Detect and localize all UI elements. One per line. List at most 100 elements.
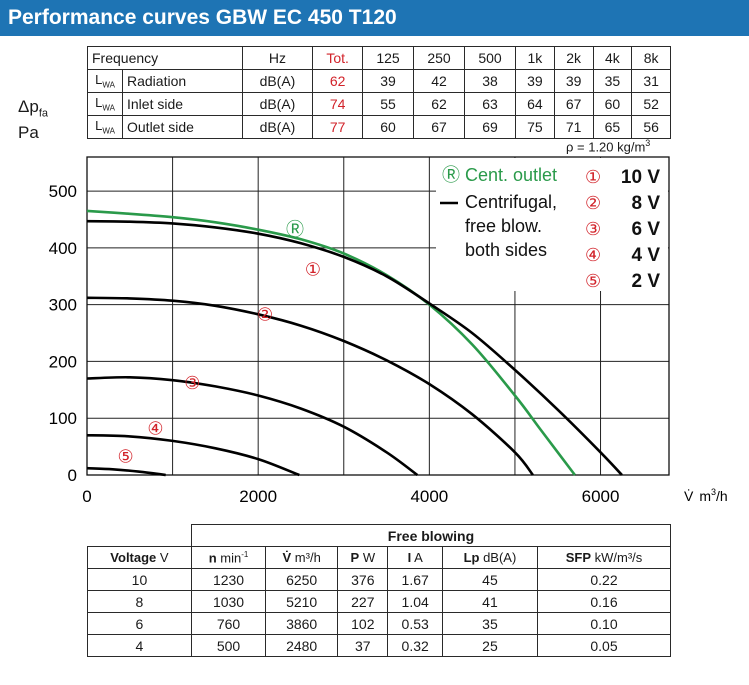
perf-value: 0.16	[536, 590, 672, 613]
perf-header-unit: W	[359, 550, 376, 565]
x-tick-label: 6000	[582, 487, 620, 506]
legend-black-text: Centrifugal,	[465, 192, 557, 212]
perf-group-header: Free blowing	[190, 524, 672, 547]
perf-value: 227	[337, 590, 389, 613]
sound-value: 75	[515, 115, 555, 139]
perf-value: 37	[337, 634, 389, 657]
perf-value: 8	[87, 590, 192, 613]
perf-row: 10 1230 6250 376 1.67 45 0.22	[87, 568, 672, 591]
sound-unit: dB(A)	[241, 115, 314, 139]
sound-value: 39	[362, 69, 415, 93]
y-axis-unit: Pa	[18, 123, 39, 143]
x-axis-unit: m	[699, 488, 711, 504]
perf-corner	[88, 525, 192, 547]
legend-voltage-symbol: ①	[585, 167, 601, 188]
perf-group-row: Free blowing	[88, 524, 672, 547]
perf-header-cell: n min-1	[190, 546, 267, 569]
y-axis-sub: fa	[38, 107, 48, 120]
sound-value: 62	[413, 92, 466, 116]
x-tick-label: 2000	[239, 487, 277, 506]
lwa-cell: LWA	[87, 115, 123, 139]
perf-value: 1030	[190, 590, 267, 613]
legend-voltage-symbol: ②	[585, 193, 601, 214]
perf-header-cell: V̇ m³/h	[265, 546, 339, 569]
perf-header-bold: V̇	[282, 550, 292, 565]
perf-header-unit: m³/h	[291, 550, 321, 565]
legend-green-text: Cent. outlet	[465, 165, 557, 185]
perf-header-unit: kW/m³/s	[591, 550, 643, 565]
curve-marker: ②	[257, 304, 273, 325]
y-tick-label: 100	[49, 409, 77, 428]
sound-value: 67	[413, 115, 466, 139]
lwa-prefix: L	[95, 72, 103, 88]
legend-box	[436, 158, 668, 291]
perf-row: 8 1030 5210 227 1.04 41 0.16	[87, 590, 672, 613]
perf-header-bold: SFP	[565, 550, 591, 565]
perf-value: 1.67	[387, 568, 443, 591]
perf-header-bold: P	[350, 550, 360, 565]
perf-header-cell: SFP kW/m³/s	[536, 546, 672, 569]
sound-value: 63	[464, 92, 517, 116]
sound-header-cell: 500	[464, 46, 517, 70]
lwa-sub: WA	[102, 80, 115, 90]
perf-header-sup: -1	[241, 549, 249, 559]
sound-header-cell: 4k	[592, 46, 633, 70]
perf-header-cell: I A	[387, 546, 443, 569]
perf-header-bold: n	[208, 550, 217, 566]
x-axis-symbol: V̇	[684, 488, 694, 504]
plot-frame	[86, 156, 670, 476]
perf-value: 0.22	[536, 568, 672, 591]
curve-line	[86, 209, 576, 476]
x-axis-label: V̇ m3/h	[684, 487, 728, 504]
sound-value: 60	[362, 115, 415, 139]
sound-total: 77	[312, 115, 364, 139]
perf-value: 376	[337, 568, 389, 591]
perf-value: 1.04	[387, 590, 443, 613]
perf-value: 45	[441, 568, 538, 591]
sound-header-cell: 8k	[631, 46, 671, 70]
perf-header-unit: dB(A)	[479, 550, 517, 565]
y-tick-label: 500	[49, 182, 77, 201]
lwa-sub: WA	[102, 126, 115, 136]
perf-value: 10	[87, 568, 192, 591]
sound-value: 38	[464, 69, 517, 93]
perf-group-label: Free blowing	[387, 527, 475, 544]
perf-value: 41	[441, 590, 538, 613]
perf-value: 0.53	[387, 612, 443, 635]
perf-value: 25	[441, 634, 538, 657]
perf-header-bold: I	[407, 550, 412, 565]
sound-row: LWA Outlet side dB(A) 77 60 67 69 75 71 65 56	[87, 115, 671, 139]
perf-value: 0.05	[536, 634, 672, 657]
sound-header-cell: Frequency	[87, 46, 243, 70]
sound-value: 71	[553, 115, 594, 139]
sound-value: 42	[413, 69, 466, 93]
x-axis-unit-tail: /h	[716, 488, 728, 504]
perf-value: 1230	[190, 568, 267, 591]
curve-marker: ④	[147, 418, 163, 439]
curve-marker: ③	[184, 373, 200, 394]
legend-voltage-label: 8 V	[631, 193, 660, 214]
y-tick-label: 400	[49, 239, 77, 258]
sound-value: 67	[553, 92, 594, 116]
curve-line	[86, 219, 623, 476]
sound-value: 69	[464, 115, 517, 139]
perf-row: 4 500 2480 37 0.32 25 0.05	[87, 634, 672, 657]
sound-header-cell: 250	[413, 46, 466, 70]
legend-voltage-symbol: ④	[585, 245, 601, 266]
curve-marker: ⑤	[117, 446, 133, 467]
curve-line	[86, 466, 166, 477]
sound-row: LWA Radiation dB(A) 62 39 42 38 39 39 35 31	[87, 69, 671, 93]
perf-value: 0.10	[536, 612, 672, 635]
lwa-cell: LWA	[87, 92, 123, 116]
perf-header-cell: P W	[337, 546, 389, 569]
legend-voltage-symbol: ⑤	[585, 271, 601, 292]
sound-header-cell: Tot.	[312, 46, 364, 70]
legend-black-text: free blow.	[465, 216, 542, 236]
sound-value: 64	[515, 92, 555, 116]
perf-header-unit: min	[216, 550, 242, 566]
sound-value: 65	[592, 115, 633, 139]
perf-value: 500	[190, 634, 267, 657]
